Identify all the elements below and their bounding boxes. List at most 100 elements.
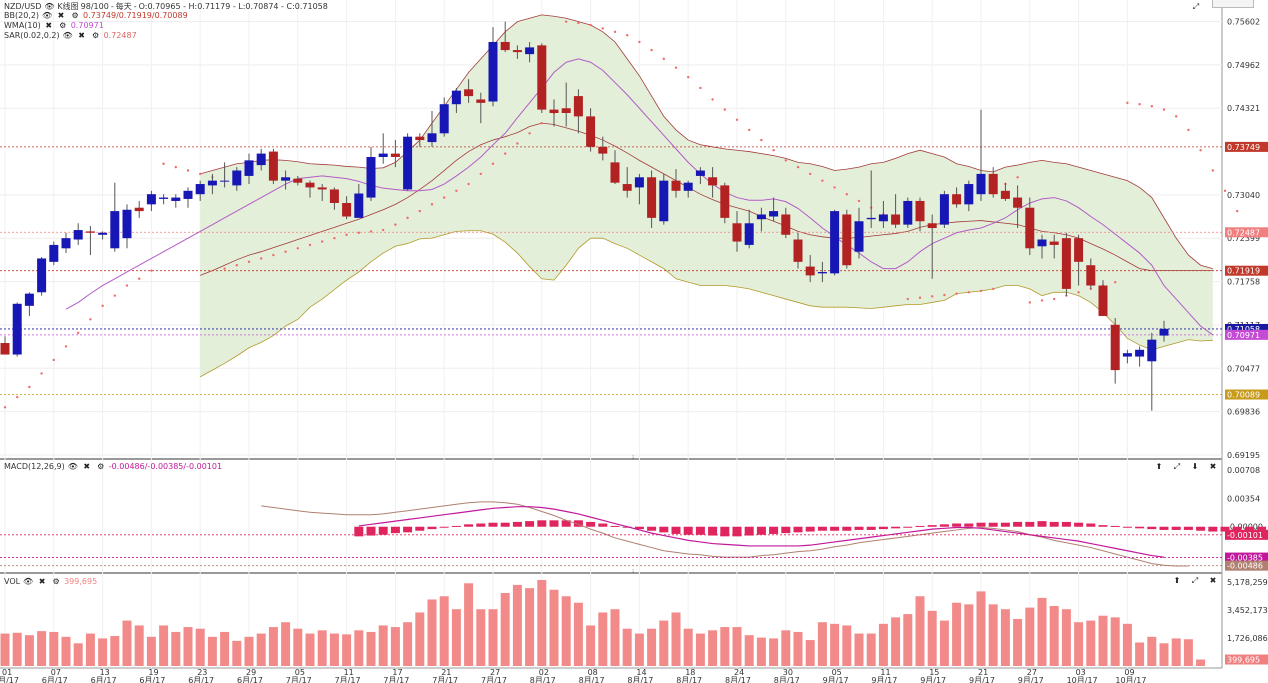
candle-body <box>451 90 461 105</box>
close-pane-icon[interactable]: ✖ <box>1209 462 1217 471</box>
macd-badge <box>1225 552 1268 563</box>
candle-body <box>537 45 547 110</box>
volume-bar <box>878 623 888 666</box>
candle-body <box>695 170 705 176</box>
volume-bar <box>1098 615 1108 666</box>
close-pane-icon[interactable]: ✖ <box>1209 576 1217 585</box>
date-tick-day: 19 <box>148 668 158 677</box>
resize-icon[interactable]: ⤢ <box>1192 2 1200 11</box>
sar-dot <box>1016 176 1019 179</box>
pane-splitter-handle[interactable]: ⁞ <box>632 568 635 576</box>
move-up-icon[interactable]: ⬆ <box>1173 576 1181 585</box>
mac-button[interactable]: Mac <box>1212 0 1254 8</box>
price-tick-label: 0.69836 <box>1227 408 1260 417</box>
volume-bar <box>744 635 754 666</box>
sar-dot <box>1223 189 1227 193</box>
volume-bar <box>610 609 620 666</box>
period-label: 每天 <box>115 2 132 11</box>
date-tick-month: 7月/17 <box>481 676 507 683</box>
date-tick-day: 23 <box>197 668 207 677</box>
eye-icon[interactable]: 👁 <box>41 11 53 20</box>
eye-icon[interactable]: 👁 <box>62 31 73 40</box>
volume-bar <box>317 630 327 666</box>
close-icon[interactable]: ✖ <box>78 31 85 40</box>
pane-splitter-handle[interactable]: ⁞ <box>632 454 635 462</box>
candle-body <box>525 47 535 55</box>
macd-histogram-bar <box>988 522 998 527</box>
wma-legend: WMA(10) ✖ ⚙ 0.70971 <box>4 21 104 30</box>
macd-histogram-bar <box>476 523 486 527</box>
date-tick-day: 24 <box>734 668 744 677</box>
sar-dot <box>857 199 861 203</box>
candle-body <box>561 108 571 114</box>
close-icon[interactable]: ✖ <box>57 11 65 20</box>
volume-bar <box>305 633 315 666</box>
macd-histogram-bar <box>1244 526 1254 531</box>
sar-dot <box>235 264 238 267</box>
gear-icon[interactable]: ⚙ <box>52 577 60 586</box>
volume-bar <box>366 631 376 666</box>
close-icon[interactable]: ✖ <box>45 21 53 30</box>
macd-histogram-bar <box>744 526 754 536</box>
volume-bar <box>85 633 95 666</box>
move-up-icon[interactable]: ⬆ <box>1155 462 1163 471</box>
sar-dot <box>40 372 43 375</box>
eye-icon[interactable]: 👁 <box>67 462 78 471</box>
bb-legend: BB(20,2) 👁 ✖ ⚙ 0.73749/0.71919/0.70089 <box>4 11 188 20</box>
date-tick-month: 6月/17 <box>42 676 68 683</box>
volume-tick-label: 5,178,259 <box>1227 578 1268 587</box>
macd-legend: MACD(12,26,9) 👁 ✖ ⚙ -0.00486/-0.00385/-0… <box>4 462 222 471</box>
date-tick-day: 21 <box>441 668 451 677</box>
volume-bar <box>964 604 974 666</box>
gear-icon[interactable]: ⚙ <box>97 462 105 471</box>
gear-icon[interactable]: ⚙ <box>59 21 67 30</box>
sar-dot <box>1126 101 1129 105</box>
candle-body <box>720 185 730 218</box>
macd-badge-label: -0.00385 <box>1227 554 1263 563</box>
candle-body <box>573 96 583 117</box>
date-tick-day: 15 <box>929 668 939 677</box>
volume-bar <box>1061 609 1071 666</box>
macd-histogram-bar <box>366 526 376 536</box>
candle-body <box>110 211 120 249</box>
eye-icon[interactable]: 👁 <box>44 2 55 11</box>
volume-bar <box>891 617 901 666</box>
eye-icon[interactable]: 👁 <box>23 577 34 586</box>
vol-legend: VOL 👁 ✖ ⚙ 399,695 <box>4 577 97 586</box>
maximize-icon[interactable]: ⤢ <box>1173 462 1181 471</box>
volume-bar <box>268 627 278 666</box>
volume-bar <box>671 612 681 666</box>
bollinger-lower-line <box>200 230 1213 378</box>
volume-bar <box>915 596 925 666</box>
close-icon[interactable]: ✖ <box>83 462 91 471</box>
macd-histogram-bar <box>427 526 437 530</box>
macd-histogram-bar <box>439 526 449 528</box>
volume-bar <box>110 635 120 666</box>
volume-bar <box>1086 620 1096 666</box>
volume-bar <box>927 610 937 666</box>
sar-dot <box>162 162 165 165</box>
gear-icon[interactable]: ⚙ <box>71 11 79 20</box>
macd-histogram-bar <box>1074 522 1084 527</box>
date-tick-day: 21 <box>978 668 988 677</box>
gear-icon[interactable]: ⚙ <box>91 31 100 40</box>
move-down-icon[interactable]: ⬇ <box>1191 462 1199 471</box>
volume-bar <box>390 627 400 666</box>
sar-dot <box>967 291 970 294</box>
candle-body <box>61 238 71 249</box>
close-icon[interactable]: ✖ <box>38 577 46 586</box>
sar-name: SAR(0.02,0.2) <box>4 31 60 40</box>
volume-bar <box>427 599 437 666</box>
volume-bar <box>573 602 583 666</box>
candle-body <box>317 187 327 190</box>
volume-bar <box>769 638 779 666</box>
sar-dot <box>748 128 751 132</box>
sar-dot <box>1028 301 1032 304</box>
volume-bar <box>476 609 486 666</box>
candle-body <box>1049 241 1059 245</box>
volume-bar <box>354 630 364 666</box>
maximize-icon[interactable]: ⤢ <box>1191 576 1199 585</box>
sar-dot <box>589 23 592 27</box>
price-tick-label: 0.74962 <box>1227 61 1260 70</box>
